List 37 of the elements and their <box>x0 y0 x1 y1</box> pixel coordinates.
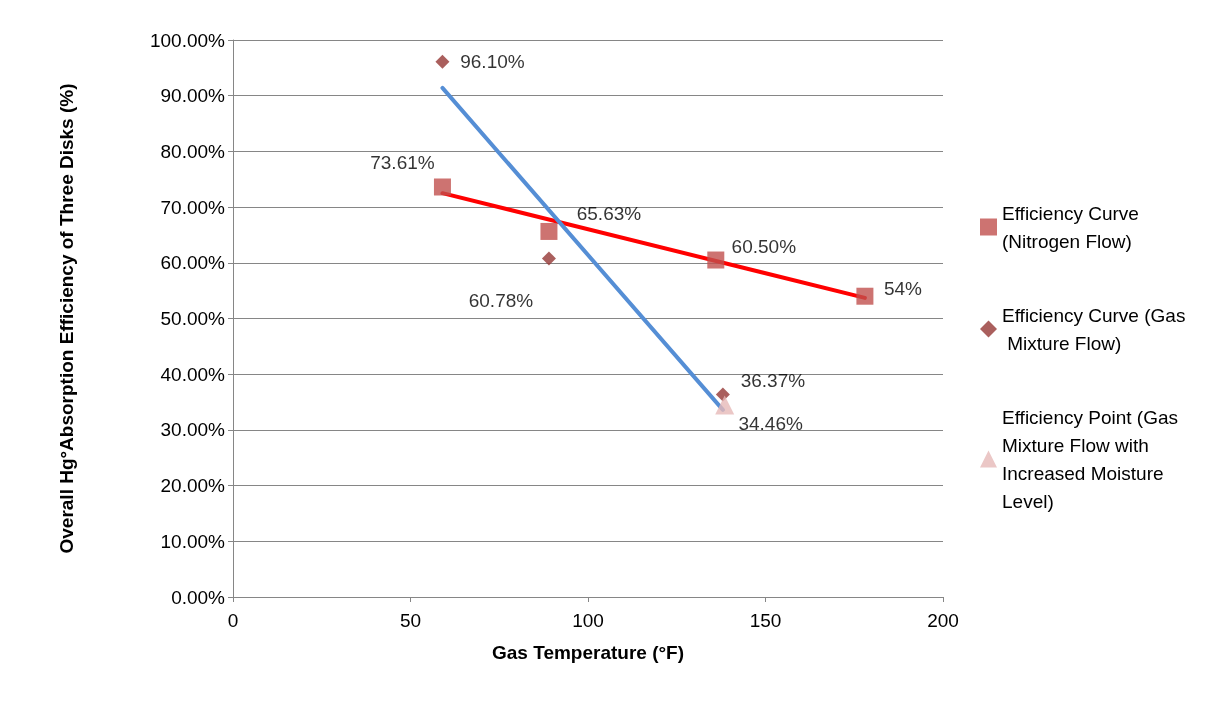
data-label: 60.78% <box>468 289 534 311</box>
x-tick-label: 100 <box>572 610 604 631</box>
y-tick-label: 0.00% <box>171 586 226 608</box>
y-tick-label: 90.00% <box>160 85 226 107</box>
data-label: 73.61% <box>370 152 435 174</box>
y-tick-label: 60.00% <box>160 252 226 274</box>
y-axis-title: Overall Hg°Absorption Efficiency of Three Disks (%) <box>55 83 77 554</box>
y-tick-label: 30.00% <box>160 419 226 441</box>
data-label: 96.10% <box>460 51 525 73</box>
x-tick-label: 50 <box>399 610 422 631</box>
x-axis-title: Gas Temperature (°F) <box>491 642 685 663</box>
y-tick-label: 20.00% <box>160 475 226 497</box>
data-label: 54% <box>883 277 923 299</box>
legend-label: Efficiency Point (Gas Mixture Flow with Increased Moisture Level) <box>1002 406 1184 512</box>
point <box>715 395 735 415</box>
y-tick-label: 50.00% <box>160 308 226 329</box>
x-tick-label: 200 <box>927 610 959 631</box>
point <box>435 54 450 69</box>
data-label: 36.37% <box>740 369 806 391</box>
point <box>707 251 725 269</box>
y-tick-label: 70.00% <box>160 196 226 218</box>
data-label: 34.46% <box>738 412 803 434</box>
legend-label: Efficiency Curve (Gas Mixture Flow) <box>1002 304 1186 354</box>
x-tick-label: 0 <box>227 610 239 631</box>
point <box>541 251 556 266</box>
point <box>715 387 730 402</box>
x-tick-label: 150 <box>749 610 782 631</box>
y-tick-label: 40.00% <box>160 363 226 385</box>
y-tick-label: 10.00% <box>160 530 226 552</box>
data-label: 60.50% <box>731 235 797 257</box>
y-tick-label: 80.00% <box>160 140 226 162</box>
point <box>433 178 451 196</box>
point <box>540 222 558 240</box>
point <box>856 287 874 305</box>
legend-label: Efficiency Curve (Nitrogen Flow) <box>1002 202 1145 252</box>
data-label: 65.63% <box>576 202 642 224</box>
y-tick-label: 100.00% <box>149 29 226 51</box>
